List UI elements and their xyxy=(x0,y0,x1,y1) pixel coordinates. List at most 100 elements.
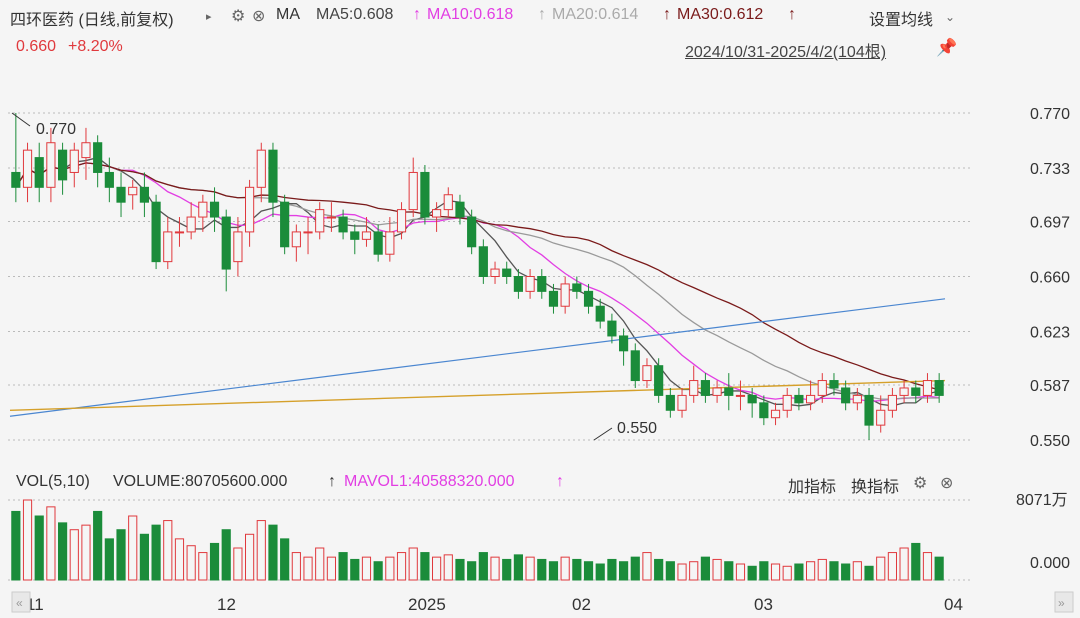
volume-bar xyxy=(911,542,921,581)
switch-indicator-button[interactable]: 换指标 xyxy=(851,479,900,496)
candle-body xyxy=(502,268,512,277)
candle-body xyxy=(69,149,79,173)
candle-body xyxy=(876,409,886,426)
volume-bars xyxy=(8,499,970,581)
volume-bar xyxy=(490,556,500,581)
volume-bar xyxy=(607,558,617,581)
gear-icon[interactable]: ⚙ xyxy=(913,475,928,492)
candle-body xyxy=(654,365,664,396)
candle-body xyxy=(700,380,710,396)
candle-body xyxy=(338,216,348,233)
volume-bar xyxy=(677,563,687,581)
volume-bar xyxy=(315,547,325,581)
volume-bar xyxy=(104,538,114,581)
candle-body xyxy=(735,394,746,397)
ma20-line xyxy=(15,162,940,400)
date-axis: 11 12 2025 02 03 04 xyxy=(26,595,963,614)
candle-body xyxy=(209,201,220,218)
volume-bar xyxy=(583,561,594,581)
pin-icon[interactable]: 📌 xyxy=(936,38,958,57)
volume-bar xyxy=(34,515,44,581)
volume-bar xyxy=(443,554,453,581)
volume-bar xyxy=(303,556,313,581)
volume-bar xyxy=(478,552,488,581)
volume-bar xyxy=(186,545,196,581)
low-pointer xyxy=(593,427,613,441)
ma30-arrow: ↑ xyxy=(788,6,796,23)
candle-body xyxy=(537,276,547,292)
candle-body xyxy=(128,186,138,196)
volume-bar xyxy=(899,547,909,581)
mavol1-arrow: ↑ xyxy=(556,473,564,490)
candle-body xyxy=(245,186,255,233)
volume-bar xyxy=(642,552,652,581)
candle-body xyxy=(268,149,278,203)
volume-bar xyxy=(619,561,629,581)
candle-body xyxy=(478,246,488,277)
volume-bar xyxy=(513,554,523,581)
candle-body xyxy=(233,231,243,263)
candle-body xyxy=(467,216,477,248)
y-tick-label: 0.697 xyxy=(1030,215,1070,232)
x-tick-label: 03 xyxy=(754,595,773,614)
triangle-right-icon[interactable]: ▸ xyxy=(206,11,212,23)
candle-body xyxy=(326,216,336,219)
y-tick-label: 0.550 xyxy=(1030,433,1070,450)
close-icon[interactable]: ⊗ xyxy=(940,475,954,492)
gear-icon[interactable]: ⚙ xyxy=(231,8,246,25)
candle-body xyxy=(513,276,523,292)
scroll-right-button[interactable] xyxy=(1054,591,1074,613)
candle-body xyxy=(443,194,453,211)
volume-bar xyxy=(373,561,383,581)
candle-body xyxy=(280,201,290,248)
volume-bar xyxy=(841,563,851,581)
candle-body xyxy=(221,216,231,270)
volume-value: VOLUME:80705600.000 xyxy=(113,473,288,490)
candle-body xyxy=(794,394,804,404)
price-axis: 0.770 0.733 0.697 0.660 0.623 0.587 0.550 xyxy=(1030,106,1070,450)
close-icon[interactable]: ⊗ xyxy=(252,8,266,25)
volume-bar xyxy=(467,561,477,581)
chevron-right-icon[interactable]: » xyxy=(1058,596,1065,610)
volume-bar xyxy=(280,538,290,581)
volume-bar xyxy=(537,558,547,581)
volume-bar xyxy=(93,510,103,581)
candle-body xyxy=(163,231,173,263)
candle-body xyxy=(408,171,418,211)
volume-bar xyxy=(700,556,710,581)
volume-bar xyxy=(595,563,605,581)
scroll-left-button[interactable] xyxy=(11,591,31,613)
chevron-left-icon[interactable]: « xyxy=(16,596,23,610)
x-tick-label: 12 xyxy=(217,595,236,614)
volume-bar xyxy=(689,561,699,581)
candle-body xyxy=(770,409,781,419)
add-indicator-button[interactable]: 加指标 xyxy=(788,479,837,496)
candle-body xyxy=(116,186,126,203)
high-pointer xyxy=(11,112,31,127)
volume-bar xyxy=(256,520,266,581)
ma-settings-button[interactable]: 设置均线 xyxy=(869,12,934,29)
volume-header: VOL(5,10) VOLUME:80705600.000 ↑ MAVOL1:4… xyxy=(0,470,1080,496)
volume-bar xyxy=(11,510,21,581)
volume-bar xyxy=(245,533,255,581)
volume-bar xyxy=(864,565,874,581)
vol-label: VOL(5,10) xyxy=(16,473,90,490)
ma20-value: MA20:0.614 xyxy=(552,6,639,23)
moving-average-lines xyxy=(9,156,946,417)
volume-bar xyxy=(291,552,301,581)
date-range[interactable]: 2024/10/31-2025/4/2(104根) xyxy=(685,44,887,61)
volume-bar xyxy=(432,556,442,581)
candle-body xyxy=(759,402,769,419)
volume-bar xyxy=(876,556,886,581)
chevron-down-icon[interactable]: ⌄ xyxy=(945,10,956,24)
y-tick-label: 0.733 xyxy=(1030,161,1070,178)
volume-bar xyxy=(817,558,827,581)
candle-body xyxy=(607,320,617,337)
candle-body xyxy=(420,171,430,218)
candle-body xyxy=(560,283,570,307)
candle-body xyxy=(58,149,68,181)
volume-arrow: ↑ xyxy=(328,473,336,490)
candle-body xyxy=(630,350,640,382)
price-change: +8.20% xyxy=(68,38,123,55)
